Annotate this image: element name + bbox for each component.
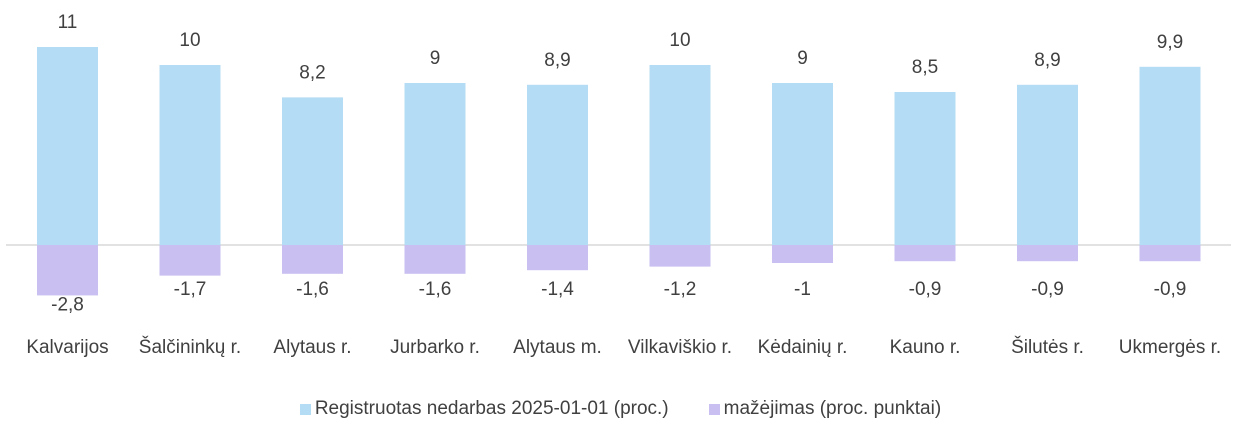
legend-label: Registruotas nedarbas 2025-01-01 (proc.)	[314, 398, 669, 419]
bar	[159, 65, 221, 245]
x-tick-label: Alytaus m.	[513, 337, 602, 358]
data-label: 8,5	[912, 57, 938, 78]
data-label: 9,9	[1157, 32, 1183, 53]
bar	[282, 97, 343, 246]
bar	[404, 83, 466, 245]
data-label: -1	[794, 279, 811, 300]
bar	[37, 47, 98, 245]
data-label: -1,4	[541, 279, 574, 300]
x-tick-label: Alytaus r.	[273, 337, 352, 358]
bar	[649, 245, 711, 267]
data-label: -1,2	[664, 279, 697, 300]
data-label: 10	[669, 30, 690, 51]
x-tick-label: Kėdainių r.	[757, 337, 848, 358]
legend-item: Registruotas nedarbas 2025-01-01 (proc.)	[299, 398, 669, 420]
x-tick-label: Ukmergės r.	[1118, 337, 1222, 358]
data-label: -2,8	[51, 294, 84, 315]
x-tick-label: Kauno r.	[889, 337, 961, 358]
data-label: 9	[430, 48, 441, 69]
x-tick-label: Vilkaviškio r.	[627, 337, 733, 358]
plot: 11 10 8,2 9 8,9 10 9 8,5 8,9 9,9 -2,8 -1,7 -1,6 -1,6 -…	[6, 12, 1231, 315]
x-tick-label: Kalvarijos	[26, 337, 109, 358]
bar	[527, 84, 588, 245]
bar	[527, 245, 588, 271]
legend-swatch	[299, 403, 311, 415]
data-label: -1,6	[419, 279, 452, 300]
data-label: -0,9	[909, 279, 942, 300]
bar	[894, 92, 956, 245]
data-label: -1,6	[296, 279, 329, 300]
bar	[894, 245, 956, 262]
bar	[1017, 245, 1078, 262]
data-label: -1,7	[174, 279, 207, 300]
data-label: 9	[797, 48, 808, 69]
x-tick-label: Šilutės r.	[1011, 337, 1084, 358]
data-label: 8,9	[1034, 50, 1060, 71]
x-tick-label: Jurbarko r.	[390, 337, 480, 358]
bar	[282, 245, 343, 274]
data-label: 8,9	[544, 50, 570, 71]
legend-swatch	[708, 403, 720, 415]
data-label: -0,9	[1154, 279, 1187, 300]
bar	[772, 245, 833, 263]
bar	[1017, 84, 1078, 245]
bar	[37, 245, 98, 296]
data-label: 8,2	[299, 62, 325, 83]
bar	[1139, 66, 1201, 245]
bar	[159, 245, 221, 276]
bar	[772, 83, 833, 245]
data-label: -0,9	[1031, 279, 1064, 300]
bar	[1139, 245, 1201, 262]
bar	[649, 65, 711, 245]
legend-label: mažėjimas (proc. punktai)	[723, 398, 942, 419]
legend-item: mažėjimas (proc. punktai)	[708, 398, 942, 420]
bar	[404, 245, 466, 274]
data-label: 11	[58, 12, 78, 33]
legend: Registruotas nedarbas 2025-01-01 (proc.)…	[0, 398, 1241, 420]
x-tick-label: Šalčininkų r.	[138, 337, 242, 358]
data-label: 10	[179, 30, 200, 51]
